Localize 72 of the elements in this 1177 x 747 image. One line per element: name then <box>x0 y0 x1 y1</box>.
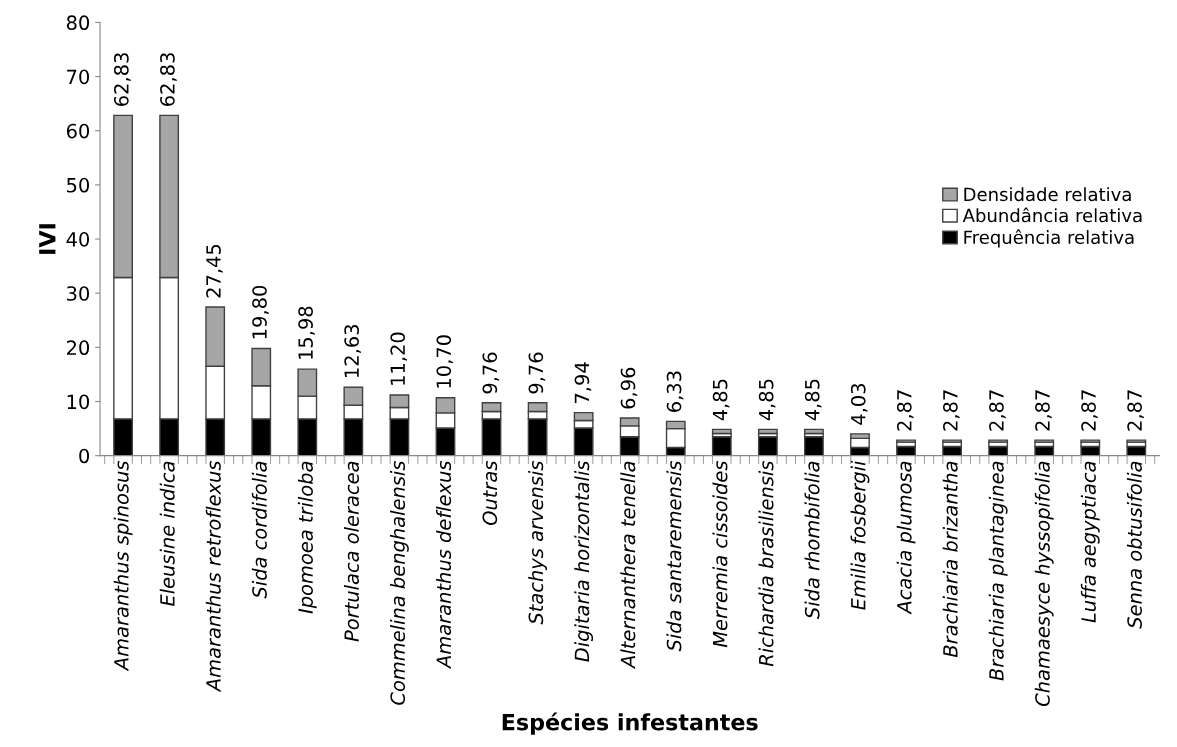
legend-label: Frequência relativa <box>964 229 1134 248</box>
legend-label: Densidade relativa <box>964 187 1131 202</box>
x-axis-title: Espécies infestantes <box>502 712 758 735</box>
total-label: 4,85 <box>804 379 822 421</box>
bar <box>896 439 916 443</box>
x-tick-label: Sida rhombifolia <box>804 461 820 619</box>
total-label: 11,20 <box>390 332 408 385</box>
x-tick-label: Senna obtusifolia <box>1126 461 1142 629</box>
x-tick-label: Digitaria horizontalis <box>574 460 594 662</box>
total-label: 12,63 <box>344 325 361 378</box>
bar <box>757 428 778 435</box>
total-label: 62,83 <box>160 53 177 106</box>
y-tick-label: 80 <box>66 15 90 31</box>
bar <box>942 439 962 443</box>
x-tick-label: Emilia fosbergii <box>850 460 870 610</box>
x-tick-label: Commelina benghalensis <box>390 460 409 705</box>
total-label: 2,87 <box>943 390 960 431</box>
x-tick-label: Brachiaria plantaginea <box>988 461 1008 681</box>
bar <box>711 436 732 456</box>
total-label: 2,87 <box>1035 390 1052 431</box>
y-tick-label: 40 <box>66 232 90 247</box>
y-tick-label: 30 <box>67 286 90 301</box>
x-tick-label: Ipomoea triloba <box>297 461 317 614</box>
bar <box>757 436 778 456</box>
bar <box>1034 439 1055 443</box>
bar <box>1080 439 1101 443</box>
y-tick-label: 50 <box>67 177 90 193</box>
y-tick-label: 70 <box>67 69 90 85</box>
total-label: 2,87 <box>989 390 1006 431</box>
x-tick-label: Merremia cissoides <box>712 460 728 648</box>
y-tick-label: 10 <box>67 394 90 410</box>
bar <box>804 436 824 456</box>
total-label: 62,83 <box>114 53 131 106</box>
y-tick-label: 20 <box>67 340 90 356</box>
y-tick-label: 0 <box>79 448 90 464</box>
x-tick-label: Sida cordifolia <box>251 461 267 599</box>
x-tick-label: Luffa aegyptiaca <box>1080 461 1100 623</box>
bar <box>804 428 824 435</box>
y-tick-label: 60 <box>66 123 90 139</box>
x-tick-label: Amaranthus spinosus <box>113 460 133 672</box>
x-tick-label: Acacia plumosa <box>896 461 916 615</box>
x-tick-label: Sida santaremensis <box>666 460 682 652</box>
total-label: 2,87 <box>1127 390 1144 431</box>
total-label: 2,87 <box>896 390 914 431</box>
total-label: 10,70 <box>436 335 454 388</box>
total-label: 6,33 <box>666 371 684 412</box>
x-tick-label: Outras <box>482 460 498 526</box>
total-label: 15,98 <box>298 306 315 359</box>
legend-label: Abundância relativa <box>962 207 1142 223</box>
x-tick-label: Portulaca oleracea <box>343 461 359 642</box>
total-label: 9,76 <box>528 352 546 394</box>
total-label: 19,80 <box>252 285 269 339</box>
x-tick-label: Alternanthera tenella <box>620 461 636 670</box>
total-label: 7,94 <box>574 362 592 403</box>
bar <box>711 428 732 435</box>
bar <box>1126 439 1147 443</box>
x-tick-label: Chamaesyce hyssopifolia <box>1034 461 1054 707</box>
total-label: 4,03 <box>850 383 868 425</box>
x-tick-label: Amaranthus deflexus <box>436 460 452 670</box>
x-tick-label: Eleusine indica <box>159 461 175 607</box>
total-label: 6,96 <box>620 367 638 409</box>
y-axis-title: IVI <box>39 224 56 254</box>
total-label: 2,87 <box>1081 390 1098 431</box>
bar <box>988 439 1009 443</box>
total-label: 9,76 <box>482 352 500 394</box>
total-label: 4,85 <box>758 379 776 421</box>
x-tick-label: Stachys arvensis <box>528 460 547 625</box>
x-tick-label: Brachiaria brizantha <box>942 461 958 658</box>
total-label: 27,45 <box>206 244 223 298</box>
x-tick-label: Amaranthus retroflexus <box>205 460 221 693</box>
total-label: 4,85 <box>712 379 730 421</box>
x-tick-label: Richardia brasiliensis <box>758 460 774 667</box>
